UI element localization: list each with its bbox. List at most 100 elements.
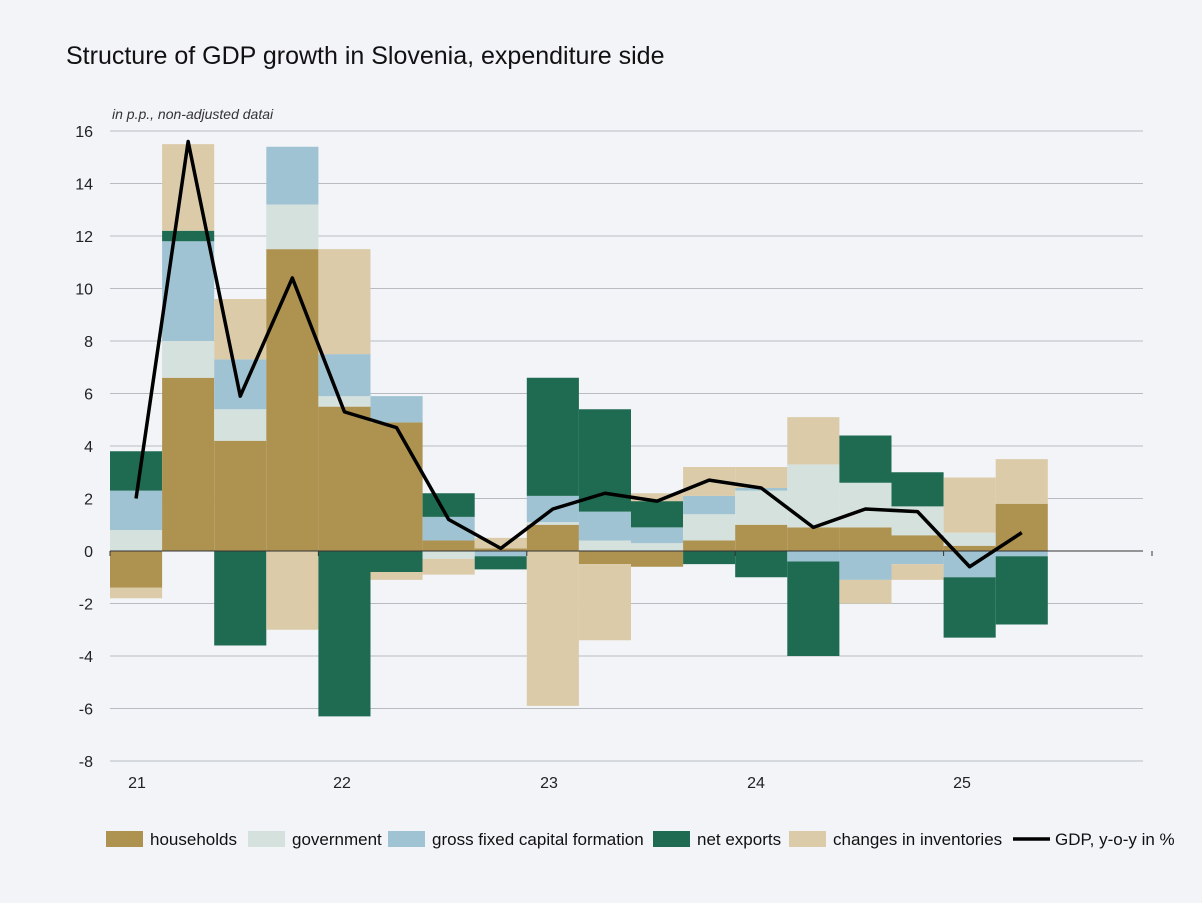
bar-segment xyxy=(526,551,579,706)
bar-segment xyxy=(839,579,892,604)
bar-segment xyxy=(787,464,840,528)
legend-swatch xyxy=(106,831,143,847)
bar-segment xyxy=(735,524,788,551)
bar-segment xyxy=(474,551,527,557)
y-tick-label: 14 xyxy=(75,177,93,194)
bar-segment xyxy=(995,551,1048,557)
x-tick-label: 25 xyxy=(953,775,971,792)
bar-segment xyxy=(474,556,527,570)
bar-segment xyxy=(891,564,944,580)
y-tick-label: 0 xyxy=(84,544,93,561)
bar-segment xyxy=(422,493,475,517)
legend-swatch xyxy=(388,831,425,847)
bar-segment xyxy=(110,551,163,588)
bar-segment xyxy=(110,530,163,551)
legend-label: net exports xyxy=(697,830,781,849)
bar-segment xyxy=(839,527,892,552)
bar-segment xyxy=(787,417,840,465)
bar-segment xyxy=(683,514,736,541)
bar-segment xyxy=(578,511,631,541)
bar-segment xyxy=(578,540,631,551)
bar-segment xyxy=(474,537,527,549)
x-tick-label: 21 xyxy=(128,775,146,792)
chart-subtitle: in p.p., non-adjusted datai xyxy=(112,106,274,122)
legend-label: households xyxy=(150,830,237,849)
bar-segment xyxy=(943,577,996,638)
bar-segment xyxy=(422,551,475,559)
legend-swatch xyxy=(653,831,690,847)
bar-segment xyxy=(631,543,684,552)
bar-segment xyxy=(787,561,840,656)
y-tick-label: 4 xyxy=(84,439,93,456)
bar-segment xyxy=(370,422,423,552)
bar-segment xyxy=(631,501,684,528)
bar-segment xyxy=(683,540,736,551)
legend-swatch xyxy=(248,831,285,847)
bar-segment xyxy=(995,556,1048,625)
bar-segment xyxy=(943,532,996,546)
y-tick-label: -2 xyxy=(79,597,93,614)
y-tick-label: -4 xyxy=(79,649,93,666)
chart-title: Structure of GDP growth in Slovenia, exp… xyxy=(66,42,665,70)
y-tick-label: 10 xyxy=(75,282,93,299)
bar-segment xyxy=(162,144,215,231)
bar-segment xyxy=(266,146,319,205)
y-tick-label: -6 xyxy=(79,702,93,719)
bar-segment xyxy=(735,551,788,578)
bar-segment xyxy=(214,409,267,441)
y-tick-label: 12 xyxy=(75,229,93,246)
bar-segment xyxy=(891,551,944,565)
bar-segment xyxy=(839,482,892,528)
bar-segment xyxy=(318,249,371,355)
bar-segment xyxy=(943,545,996,551)
x-tick-label: 24 xyxy=(747,775,765,792)
bar-segment xyxy=(422,558,475,575)
bar-segment xyxy=(683,495,736,515)
bar-segment xyxy=(787,551,840,562)
y-tick-label: 6 xyxy=(84,387,93,404)
bar-segment xyxy=(318,551,371,717)
legend-swatch xyxy=(789,831,826,847)
bar-segment xyxy=(787,527,840,552)
x-tick-label: 23 xyxy=(540,775,558,792)
legend-label: government xyxy=(292,830,382,849)
bar-segment xyxy=(839,435,892,483)
bar-segment xyxy=(631,493,684,502)
bar-segment xyxy=(839,551,892,580)
legend-label: changes in inventories xyxy=(833,830,1002,849)
bar-segment xyxy=(318,354,371,397)
bar-segment xyxy=(526,377,579,496)
legend-label: gross fixed capital formation xyxy=(432,830,644,849)
bar-segment xyxy=(318,396,371,407)
bar-segment xyxy=(578,564,631,641)
bar-segment xyxy=(318,406,371,552)
bar-segment xyxy=(422,540,475,551)
legend-label: GDP, y-o-y in % xyxy=(1055,830,1175,849)
y-tick-label: -8 xyxy=(79,754,93,771)
bar-segment xyxy=(735,467,788,488)
x-tick-label: 22 xyxy=(333,775,351,792)
bar-segment xyxy=(162,341,215,378)
bar-segment xyxy=(266,249,319,552)
bar-segment xyxy=(891,535,944,551)
bar-segment xyxy=(162,230,215,242)
bar-segment xyxy=(578,551,631,565)
bar-segment xyxy=(995,459,1048,504)
gdp-line xyxy=(134,139,1023,569)
bar-segment xyxy=(214,551,267,646)
bar-segment xyxy=(214,440,267,551)
bar-segment xyxy=(683,551,736,565)
bar-segment xyxy=(162,377,215,551)
bar-segment xyxy=(370,551,423,572)
y-tick-label: 16 xyxy=(75,124,93,141)
y-tick-label: 2 xyxy=(84,492,93,509)
bar-segment xyxy=(891,472,944,507)
bar-segment xyxy=(110,451,163,491)
bar-segment xyxy=(110,587,163,599)
y-tick-label: 8 xyxy=(84,334,93,351)
bar-segment xyxy=(735,490,788,525)
bar-segment xyxy=(631,551,684,567)
bar-segment xyxy=(631,527,684,544)
